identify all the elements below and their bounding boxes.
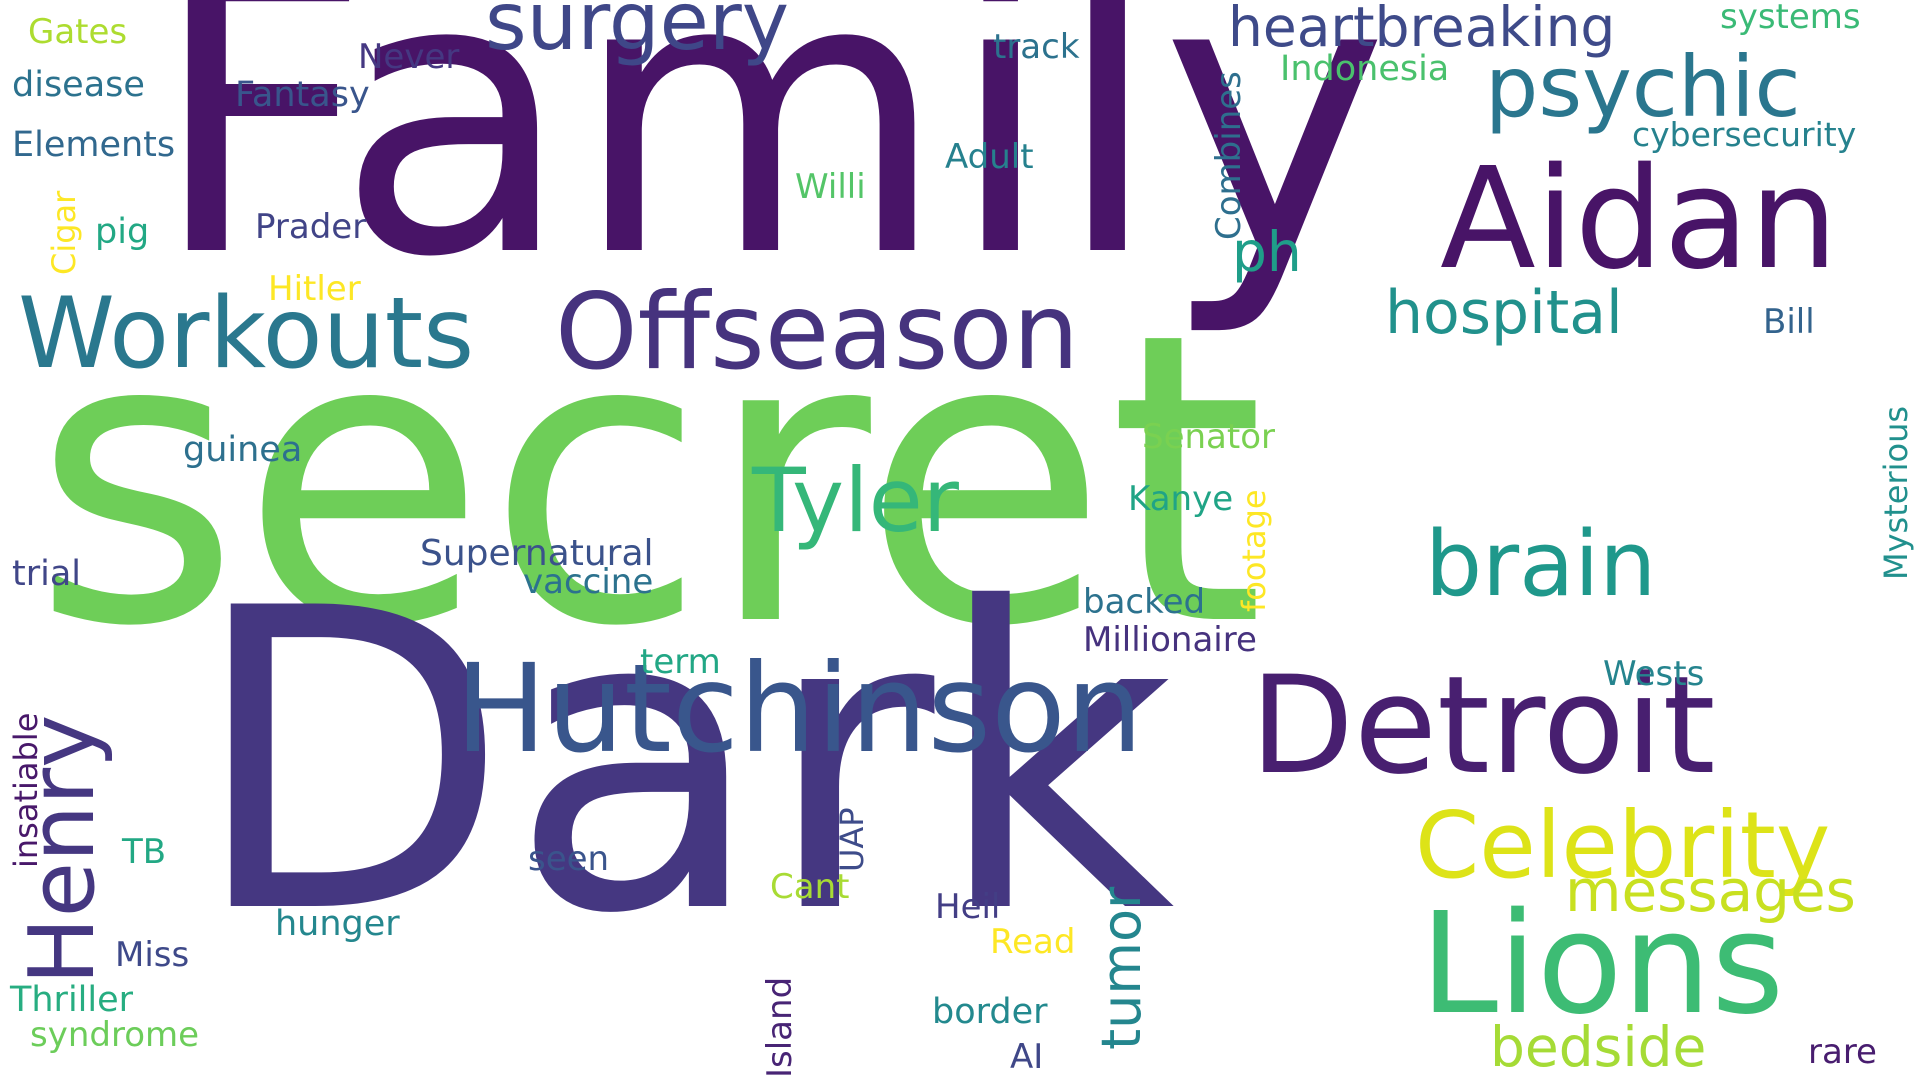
cloud-word-thriller: Thriller (10, 980, 134, 1020)
cloud-word-term: term (640, 642, 721, 682)
cloud-word-border: border (932, 992, 1048, 1032)
cloud-word-ai: AI (1010, 1037, 1044, 1077)
cloud-word-read: Read (990, 922, 1076, 962)
cloud-word-tumor: tumor (1090, 886, 1153, 1050)
cloud-word-gates: Gates (28, 12, 128, 52)
cloud-word-heartbreaking: heartbreaking (1228, 0, 1616, 59)
cloud-word-supernatural: Supernatural (420, 533, 654, 574)
cloud-word-hutchinson: Hutchinson (455, 638, 1144, 780)
cloud-word-adult: Adult (945, 137, 1034, 177)
cloud-word-track: track (993, 27, 1080, 67)
cloud-word-workouts: Workouts (18, 277, 475, 391)
cloud-word-footage: footage (1235, 489, 1273, 612)
cloud-word-indonesia: Indonesia (1280, 49, 1450, 89)
cloud-word-miss: Miss (115, 935, 190, 975)
cloud-word-systems: systems (1720, 0, 1861, 37)
cloud-word-trial: trial (12, 554, 82, 594)
cloud-word-vaccine: vaccine (523, 562, 654, 602)
cloud-word-tb: TB (122, 832, 167, 872)
cloud-word-mysterious: Mysterious (1877, 405, 1915, 580)
cloud-word-rare: rare (1808, 1032, 1877, 1072)
cloud-word-surgery: surgery (485, 0, 790, 68)
cloud-word-backed: backed (1083, 582, 1206, 622)
cloud-word-insatiable: insatiable (7, 712, 45, 868)
cloud-word-messages: messages (1565, 857, 1856, 925)
cloud-word-offseason: Offseason (555, 271, 1080, 393)
cloud-word-island: Island (760, 976, 800, 1078)
cloud-word-prader: Prader (255, 207, 367, 247)
cloud-word-syndrome: syndrome (30, 1015, 200, 1055)
cloud-word-uap: UAP (833, 807, 871, 872)
cloud-word-disease: disease (12, 65, 145, 105)
cloud-word-wests: Wests (1603, 654, 1705, 694)
cloud-word-cybersecurity: cybersecurity (1632, 115, 1857, 154)
cloud-word-hitler: Hitler (268, 269, 361, 309)
cloud-word-heil: Heil (935, 887, 1001, 927)
cloud-word-secret: secret (32, 249, 1266, 714)
cloud-word-bedside: bedside (1490, 1015, 1707, 1079)
cloud-word-millionaire: Millionaire (1083, 620, 1257, 660)
cloud-word-brain: brain (1425, 512, 1657, 617)
cloud-word-willi: Willi (795, 167, 866, 207)
cloud-word-detroit: Detroit (1250, 647, 1716, 804)
cloud-word-bill: Bill (1763, 302, 1815, 342)
cloud-word-cant: Cant (770, 867, 850, 907)
cloud-word-never: Never (358, 37, 460, 77)
cloud-word-hunger: hunger (275, 904, 400, 944)
cloud-word-fantasy: Fantasy (235, 75, 370, 115)
cloud-word-cigar: Cigar (45, 190, 83, 275)
cloud-word-ph: ph (1232, 220, 1302, 284)
cloud-word-psychic: psychic (1485, 38, 1801, 136)
cloud-word-kanye: Kanye (1128, 479, 1234, 519)
cloud-word-family: Family (150, 0, 1389, 341)
cloud-word-dark: Dark (190, 521, 1175, 1004)
cloud-word-aidan: Aidan (1440, 138, 1839, 301)
cloud-word-combines: Combines (1209, 71, 1249, 240)
cloud-word-elements: Elements (12, 125, 176, 165)
cloud-word-tyler: Tyler (752, 449, 959, 552)
cloud-word-guinea: guinea (183, 430, 303, 470)
cloud-word-hospital: hospital (1385, 278, 1623, 348)
cloud-word-pig: pig (95, 212, 150, 252)
cloud-word-lions: Lions (1420, 883, 1785, 1046)
cloud-word-seen: seen (528, 839, 610, 879)
cloud-word-senator: Senator (1142, 417, 1275, 457)
cloud-word-celebrity: Celebrity (1415, 792, 1831, 899)
